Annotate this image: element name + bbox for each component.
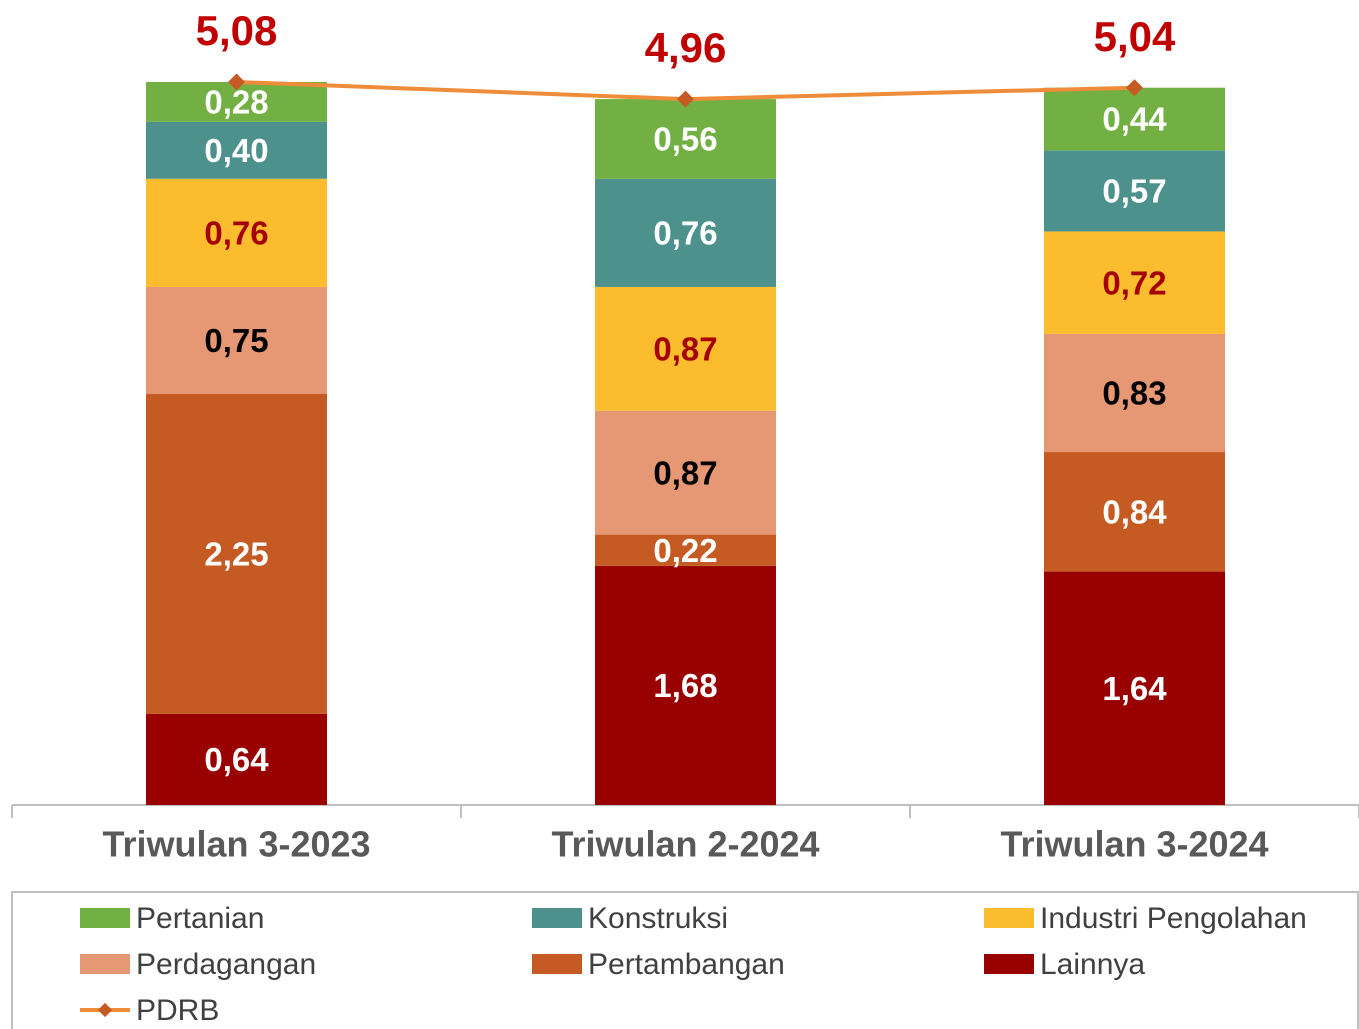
- data-label: 0,76: [204, 215, 268, 252]
- data-label: 0,83: [1102, 375, 1166, 412]
- line-marker: [677, 90, 694, 108]
- bar-segment: [1044, 87, 1225, 151]
- bar-segment: [595, 286, 776, 411]
- legend-label: Pertambangan: [588, 948, 785, 981]
- bar-segment: [595, 534, 776, 566]
- bar-segment: [146, 121, 327, 179]
- bar-segment: [1044, 150, 1225, 232]
- legend-label: Lainnya: [1040, 948, 1145, 981]
- legend-swatch: [532, 954, 582, 974]
- line-marker: [228, 73, 245, 91]
- bar-segment: [595, 99, 776, 179]
- data-label: 0,22: [653, 532, 717, 569]
- line-label: 5,08: [196, 7, 278, 54]
- data-label: 0,72: [1102, 264, 1166, 301]
- data-label: 0,75: [204, 322, 268, 359]
- legend-label: Perdagangan: [136, 948, 316, 981]
- data-label: 2,25: [204, 536, 268, 573]
- x-tick-label: Triwulan 2-2024: [551, 824, 819, 865]
- data-label: 0,64: [204, 741, 269, 778]
- data-label: 0,56: [653, 121, 717, 158]
- data-label: 0,87: [653, 331, 717, 368]
- x-tick-label: Triwulan 3-2023: [102, 824, 370, 865]
- data-label: 0,84: [1102, 494, 1167, 531]
- legend-label: Pertanian: [136, 902, 264, 935]
- legend-label: PDRB: [136, 994, 219, 1027]
- data-label: 1,68: [653, 667, 717, 704]
- line-label: 4,96: [645, 24, 727, 71]
- bar-segment: [595, 410, 776, 535]
- data-label: 0,76: [653, 215, 717, 252]
- legend-swatch: [984, 954, 1034, 974]
- bar-segment: [146, 178, 327, 287]
- bar-segment: [595, 178, 776, 287]
- bar-segment: [1044, 231, 1225, 334]
- x-tick-label: Triwulan 3-2024: [1000, 824, 1268, 865]
- legend-swatch: [80, 954, 130, 974]
- legend-label: Industri Pengolahan: [1040, 902, 1307, 935]
- data-label: 1,64: [1102, 670, 1167, 707]
- bar-segment: [146, 713, 327, 805]
- legend-swatch: [532, 908, 582, 928]
- bar-segment: [1044, 452, 1225, 572]
- legend-swatch: [80, 908, 130, 928]
- bar-segment: [146, 286, 327, 394]
- bar-segment: [146, 393, 327, 714]
- line-label: 5,04: [1094, 13, 1176, 60]
- bar-segment: [1044, 333, 1225, 453]
- legend-marker: [97, 1002, 113, 1018]
- legend-label: Konstruksi: [588, 902, 728, 935]
- legend-swatch: [984, 908, 1034, 928]
- data-label: 0,40: [204, 132, 268, 169]
- data-label: 0,44: [1102, 101, 1167, 138]
- data-label: 0,87: [653, 454, 717, 491]
- legend-box: [11, 891, 1359, 1029]
- bar-segment: [1044, 571, 1225, 805]
- data-label: 0,57: [1102, 173, 1166, 210]
- bar-segment: [595, 565, 776, 805]
